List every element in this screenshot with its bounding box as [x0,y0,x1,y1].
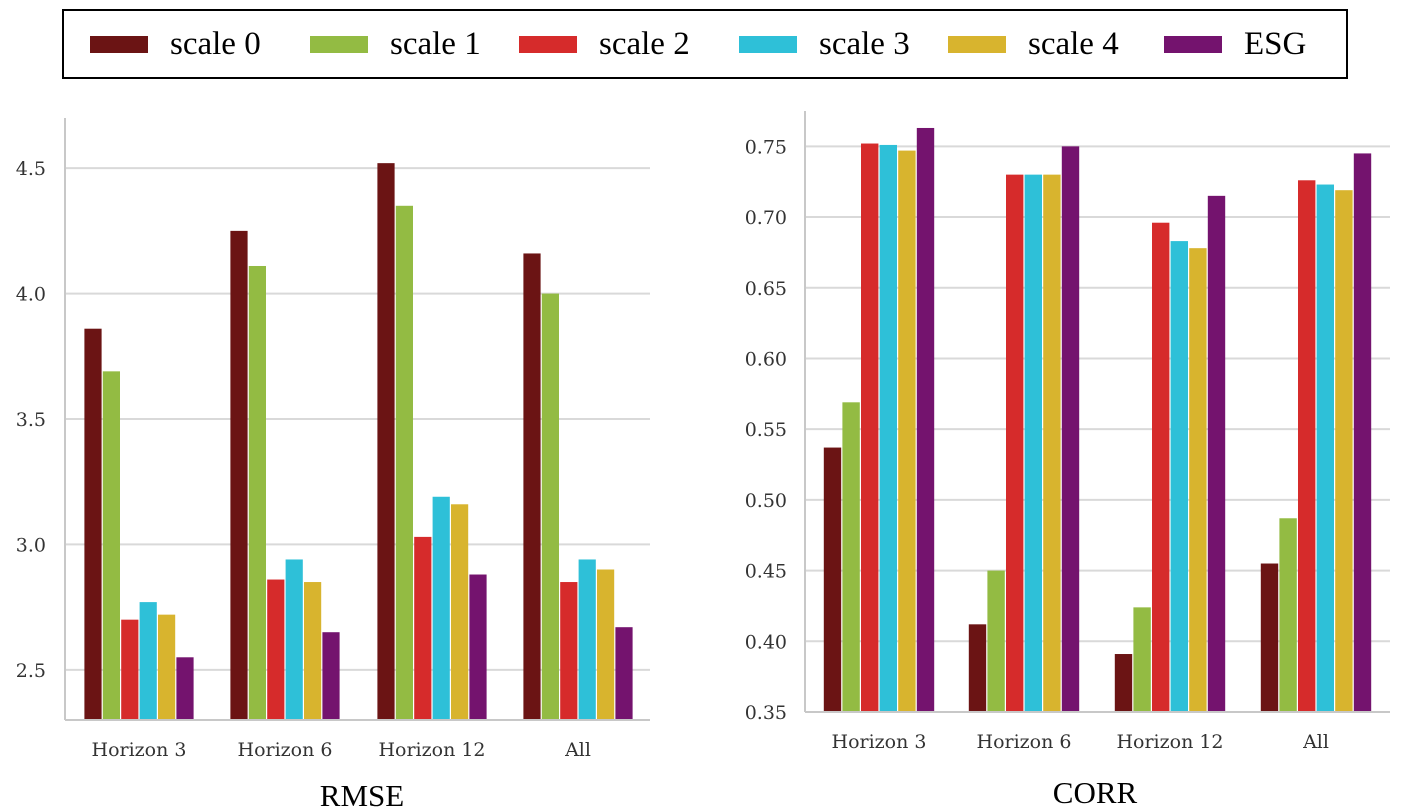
bar-scale-0-all [523,253,541,720]
bar-scale-2-all [560,582,578,720]
bar-scale-4-all [597,569,615,720]
y-tick-label: 0.60 [745,348,787,370]
bar-scale-0-horizon-6 [968,624,987,712]
legend-label-scale-0: scale 0 [170,25,261,62]
legend-label-scale-2: scale 2 [599,25,690,62]
bar-scale-4-horizon-12 [1189,248,1207,712]
bar-esg-horizon-6 [322,632,340,720]
legend-item-scale-3: scale 3 [739,11,910,77]
x-tick-label-horizon-3: Horizon 3 [92,739,187,761]
chart-rmse: 2.5 3.0 3.5 4.0 4.5 Horizon 3 Horizon 6 Horizon… [16,118,650,807]
legend-swatch-scale-2 [519,35,577,53]
chart-corr: 0.35 0.40 0.45 0.50 0.55 0.60 0.65 0.70 0.75 Hori… [745,111,1390,807]
bar-scale-3-horizon-12 [432,496,450,720]
bar-scale-4-horizon-6 [1043,174,1061,712]
legend-label-esg: ESG [1244,25,1307,62]
bar-scale-0-horizon-12 [377,163,395,720]
bar-scale-1-horizon-6 [248,265,266,720]
bar-scale-2-horizon-3 [121,619,139,720]
x-tick-label-all: All [564,739,591,761]
bar-esg-all [615,627,633,720]
legend-swatch-scale-1 [310,35,368,53]
y-tick-label: 0.50 [745,490,787,512]
legend-swatch-scale-3 [739,35,797,53]
bar-scale-3-horizon-6 [285,559,303,720]
bar-scale-0-horizon-6 [230,230,248,720]
bar-scale-1-all [1279,518,1297,712]
legend-item-scale-2: scale 2 [519,11,690,77]
chart-title-rmse: RMSE [320,778,404,807]
legend-label-scale-4: scale 4 [1028,25,1119,62]
legend-label-scale-3: scale 3 [819,25,910,62]
bar-esg-horizon-12 [469,574,487,720]
legend-item-scale-1: scale 1 [310,11,481,77]
x-tick-label-horizon-12: Horizon 12 [378,739,485,761]
bar-scale-1-horizon-3 [842,402,860,712]
legend-label-scale-1: scale 1 [390,25,481,62]
y-tick-label: 0.35 [745,702,787,724]
bar-scale-1-horizon-6 [987,570,1005,712]
bar-esg-all [1353,153,1372,712]
y-tick-label: 4.0 [16,284,46,306]
bar-scale-2-horizon-12 [1152,222,1170,712]
y-tick-label: 0.70 [745,207,787,229]
chart-legend: scale 0 scale 1 scale 2 scale 3 scale 4 … [62,9,1348,79]
bar-scale-4-horizon-12 [451,504,469,720]
y-tick-label: 2.5 [16,660,46,682]
y-tick-label: 3.5 [16,409,46,431]
bar-scale-2-horizon-6 [267,579,285,720]
y-tick-label: 0.45 [745,561,787,583]
x-tick-label-horizon-6: Horizon 6 [977,731,1072,753]
y-tick-label: 0.40 [745,631,787,653]
y-tick-label: 3.0 [16,534,46,556]
bar-scale-4-horizon-3 [898,150,916,713]
bar-scale-3-horizon-3 [139,602,157,720]
bar-scale-2-horizon-6 [1006,174,1024,712]
x-tick-label-horizon-3: Horizon 3 [832,731,927,753]
bar-scale-2-horizon-3 [861,143,879,712]
legend-swatch-esg [1164,35,1222,53]
bar-esg-horizon-3 [176,657,194,720]
y-tick-label: 0.75 [745,136,787,158]
chart-title-corr: CORR [1053,775,1138,807]
x-tick-label-horizon-12: Horizon 12 [1116,731,1223,753]
y-tick-label: 4.5 [16,158,46,180]
bar-scale-3-horizon-3 [879,144,897,712]
bar-scale-4-all [1335,190,1353,713]
y-tick-label: 0.65 [745,278,787,300]
bar-esg-horizon-3 [916,127,935,712]
bar-scale-1-horizon-3 [102,371,120,720]
bar-scale-3-horizon-12 [1170,241,1188,712]
x-tick-label-all: All [1302,731,1329,753]
legend-item-scale-4: scale 4 [948,11,1119,77]
bar-scale-0-all [1260,563,1279,712]
bar-scale-2-horizon-12 [414,536,432,720]
bar-scale-0-horizon-3 [84,328,102,720]
legend-item-esg: ESG [1164,11,1306,77]
bar-esg-horizon-6 [1061,146,1080,713]
bar-scale-4-horizon-6 [304,582,322,720]
bar-scale-1-horizon-12 [1133,607,1151,712]
bar-scale-3-horizon-6 [1024,174,1042,712]
bar-scale-3-all [1316,184,1334,712]
legend-swatch-scale-4 [948,35,1006,53]
legend-item-scale-0: scale 0 [90,11,261,77]
bar-scale-2-all [1298,180,1316,713]
bar-scale-0-horizon-12 [1114,654,1133,712]
bar-scale-3-all [578,559,596,720]
bar-scale-1-horizon-12 [395,205,413,720]
bar-esg-horizon-12 [1207,195,1226,713]
bar-scale-4-horizon-3 [158,614,176,720]
legend-swatch-scale-0 [90,35,148,53]
x-tick-label-horizon-6: Horizon 6 [238,739,333,761]
bar-scale-0-horizon-3 [823,447,842,712]
y-tick-label: 0.55 [745,419,787,441]
bar-scale-1-all [541,293,559,720]
